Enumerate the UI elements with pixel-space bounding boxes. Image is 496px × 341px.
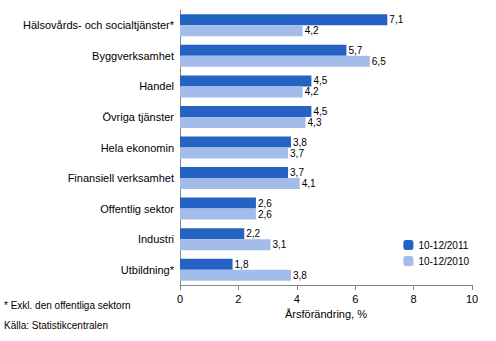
svg-text:10-12/2011: 10-12/2011 <box>418 240 468 251</box>
svg-text:4,5: 4,5 <box>313 106 327 117</box>
svg-text:10: 10 <box>466 293 478 305</box>
svg-text:7,1: 7,1 <box>389 14 403 25</box>
svg-text:8: 8 <box>411 293 417 305</box>
svg-text:6,5: 6,5 <box>372 56 386 67</box>
svg-text:3,7: 3,7 <box>290 167 304 178</box>
svg-text:6: 6 <box>352 293 358 305</box>
svg-text:Handel: Handel <box>139 80 174 92</box>
svg-text:10-12/2010: 10-12/2010 <box>418 256 469 267</box>
svg-text:2: 2 <box>235 293 241 305</box>
svg-text:5,7: 5,7 <box>348 45 362 56</box>
svg-text:Övriga tjänster: Övriga tjänster <box>102 111 174 123</box>
svg-text:Hela ekonomin: Hela ekonomin <box>101 142 174 154</box>
svg-text:0: 0 <box>177 293 183 305</box>
svg-text:3,8: 3,8 <box>293 270 307 281</box>
svg-text:4,5: 4,5 <box>313 75 327 86</box>
svg-text:2,6: 2,6 <box>258 198 272 209</box>
svg-text:2,2: 2,2 <box>246 228 260 239</box>
svg-text:3,8: 3,8 <box>293 137 307 148</box>
svg-text:* Exkl. den offentliga sektorn: * Exkl. den offentliga sektorn <box>4 300 131 311</box>
svg-text:Industri: Industri <box>138 233 174 245</box>
svg-text:4: 4 <box>294 293 300 305</box>
svg-text:Offentlig sektor: Offentlig sektor <box>100 203 174 215</box>
svg-text:Utbildning*: Utbildning* <box>121 264 175 276</box>
svg-text:Årsförändring, %: Årsförändring, % <box>285 308 367 320</box>
svg-text:Finansiell verksamhet: Finansiell verksamhet <box>68 172 174 184</box>
svg-text:Hälsovårds- och socialtjänster: Hälsovårds- och socialtjänster* <box>23 19 175 31</box>
svg-text:3,1: 3,1 <box>273 239 287 250</box>
svg-text:1,8: 1,8 <box>235 259 249 270</box>
svg-text:Källa: Statistikcentralen: Källa: Statistikcentralen <box>4 320 108 331</box>
svg-text:4,2: 4,2 <box>305 25 319 36</box>
svg-text:4,1: 4,1 <box>302 178 316 189</box>
svg-text:3,7: 3,7 <box>290 148 304 159</box>
svg-text:4,3: 4,3 <box>308 117 322 128</box>
svg-text:Byggverksamhet: Byggverksamhet <box>92 50 174 62</box>
svg-text:4,2: 4,2 <box>305 86 319 97</box>
svg-text:2,6: 2,6 <box>258 209 272 220</box>
